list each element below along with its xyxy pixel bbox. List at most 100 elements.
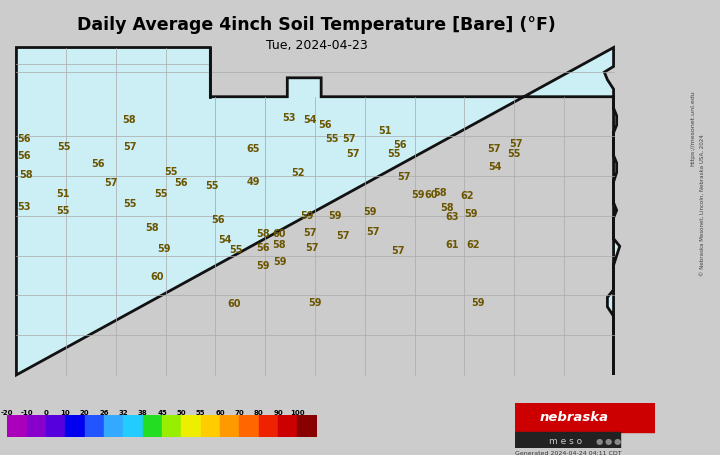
Text: 59: 59 — [412, 190, 426, 200]
Polygon shape — [17, 48, 620, 375]
Text: 100: 100 — [290, 409, 305, 415]
Text: 57: 57 — [124, 142, 137, 152]
Text: nebraska: nebraska — [539, 410, 608, 423]
Text: 58: 58 — [433, 187, 447, 197]
Bar — [143, 415, 162, 437]
Text: ●: ● — [613, 436, 621, 445]
Text: 61: 61 — [446, 240, 459, 250]
Text: 58: 58 — [256, 228, 270, 238]
Bar — [104, 415, 123, 437]
Text: 55: 55 — [57, 142, 71, 152]
Text: 56: 56 — [393, 140, 407, 150]
Text: 55: 55 — [124, 198, 137, 208]
Text: 57: 57 — [305, 243, 319, 253]
Text: 10: 10 — [60, 409, 70, 415]
Bar — [46, 415, 66, 437]
Bar — [181, 415, 201, 437]
Text: 58: 58 — [122, 115, 136, 125]
Text: https://mesonet.unl.edu: https://mesonet.unl.edu — [691, 90, 696, 165]
Text: 58: 58 — [145, 223, 158, 233]
Text: 26: 26 — [99, 409, 109, 415]
Text: 58: 58 — [440, 203, 454, 213]
Text: 90: 90 — [273, 409, 283, 415]
Text: 58: 58 — [19, 170, 32, 180]
Text: 60: 60 — [215, 409, 225, 415]
Text: Daily Average 4inch Soil Temperature [Bare] (°F): Daily Average 4inch Soil Temperature [Ba… — [78, 16, 556, 34]
Text: 59: 59 — [300, 210, 314, 220]
Text: 59: 59 — [256, 261, 270, 271]
Text: 62: 62 — [467, 240, 480, 250]
Text: Generated 2024-04-24 04:11 CDT: Generated 2024-04-24 04:11 CDT — [515, 450, 621, 455]
Text: 57: 57 — [343, 133, 356, 143]
Text: 45: 45 — [157, 409, 167, 415]
Text: 57: 57 — [104, 177, 117, 187]
Bar — [297, 415, 317, 437]
Text: 60: 60 — [227, 298, 240, 308]
Bar — [123, 415, 143, 437]
Text: 57: 57 — [336, 230, 350, 240]
Text: 70: 70 — [235, 409, 244, 415]
Text: 52: 52 — [292, 167, 305, 177]
Text: 56: 56 — [18, 151, 31, 161]
Text: © Nebraska Mesonet, Lincoln, Nebraska USA, 2024: © Nebraska Mesonet, Lincoln, Nebraska US… — [700, 134, 704, 275]
Text: -20: -20 — [1, 409, 14, 415]
Text: 55: 55 — [154, 189, 168, 199]
Text: 20: 20 — [80, 409, 89, 415]
Text: 63: 63 — [446, 212, 459, 222]
Text: 55: 55 — [325, 133, 338, 143]
Bar — [27, 415, 46, 437]
Bar — [66, 415, 85, 437]
Text: 55: 55 — [230, 244, 243, 254]
Text: 60: 60 — [424, 190, 438, 200]
Text: 56: 56 — [91, 159, 105, 169]
Text: 0: 0 — [43, 409, 48, 415]
Text: 55: 55 — [204, 180, 218, 190]
Text: 59: 59 — [328, 210, 341, 220]
Bar — [278, 415, 297, 437]
Text: 57: 57 — [392, 245, 405, 255]
Text: 57: 57 — [397, 172, 411, 182]
Text: 59: 59 — [158, 243, 171, 253]
Text: 56: 56 — [212, 214, 225, 224]
Text: 53: 53 — [282, 112, 296, 122]
Text: 57: 57 — [509, 139, 523, 149]
Text: 57: 57 — [303, 228, 317, 238]
Text: ●: ● — [595, 436, 603, 445]
Text: 56: 56 — [256, 243, 270, 253]
Text: 38: 38 — [138, 409, 148, 415]
Text: -10: -10 — [20, 409, 33, 415]
Bar — [515, 403, 655, 432]
Text: 55: 55 — [507, 149, 521, 159]
Text: 60: 60 — [272, 228, 285, 238]
Bar — [258, 415, 278, 437]
Text: 55: 55 — [387, 149, 401, 159]
Bar — [515, 432, 620, 448]
Text: 59: 59 — [364, 207, 377, 217]
Text: 55: 55 — [196, 409, 205, 415]
Text: 59: 59 — [273, 257, 287, 267]
Text: 55: 55 — [164, 166, 178, 176]
Text: 56: 56 — [318, 120, 332, 130]
Text: 55: 55 — [56, 206, 69, 216]
Text: 58: 58 — [272, 240, 286, 250]
Bar — [201, 415, 220, 437]
Text: 51: 51 — [56, 189, 69, 199]
Text: 56: 56 — [174, 177, 187, 187]
Text: 49: 49 — [247, 177, 260, 187]
Text: 51: 51 — [379, 126, 392, 136]
Text: 32: 32 — [119, 409, 128, 415]
Text: 57: 57 — [487, 143, 500, 153]
Text: 56: 56 — [18, 134, 31, 144]
Text: 59: 59 — [308, 297, 322, 307]
Bar — [7, 415, 27, 437]
Text: 50: 50 — [176, 409, 186, 415]
Text: 62: 62 — [460, 191, 474, 201]
Text: 60: 60 — [150, 272, 164, 282]
Bar — [162, 415, 181, 437]
Text: 65: 65 — [247, 143, 260, 153]
Text: 53: 53 — [18, 202, 31, 212]
Text: 54: 54 — [489, 161, 502, 171]
Text: ●: ● — [605, 436, 612, 445]
Text: 54: 54 — [217, 235, 231, 245]
Text: m e s o: m e s o — [549, 436, 582, 445]
